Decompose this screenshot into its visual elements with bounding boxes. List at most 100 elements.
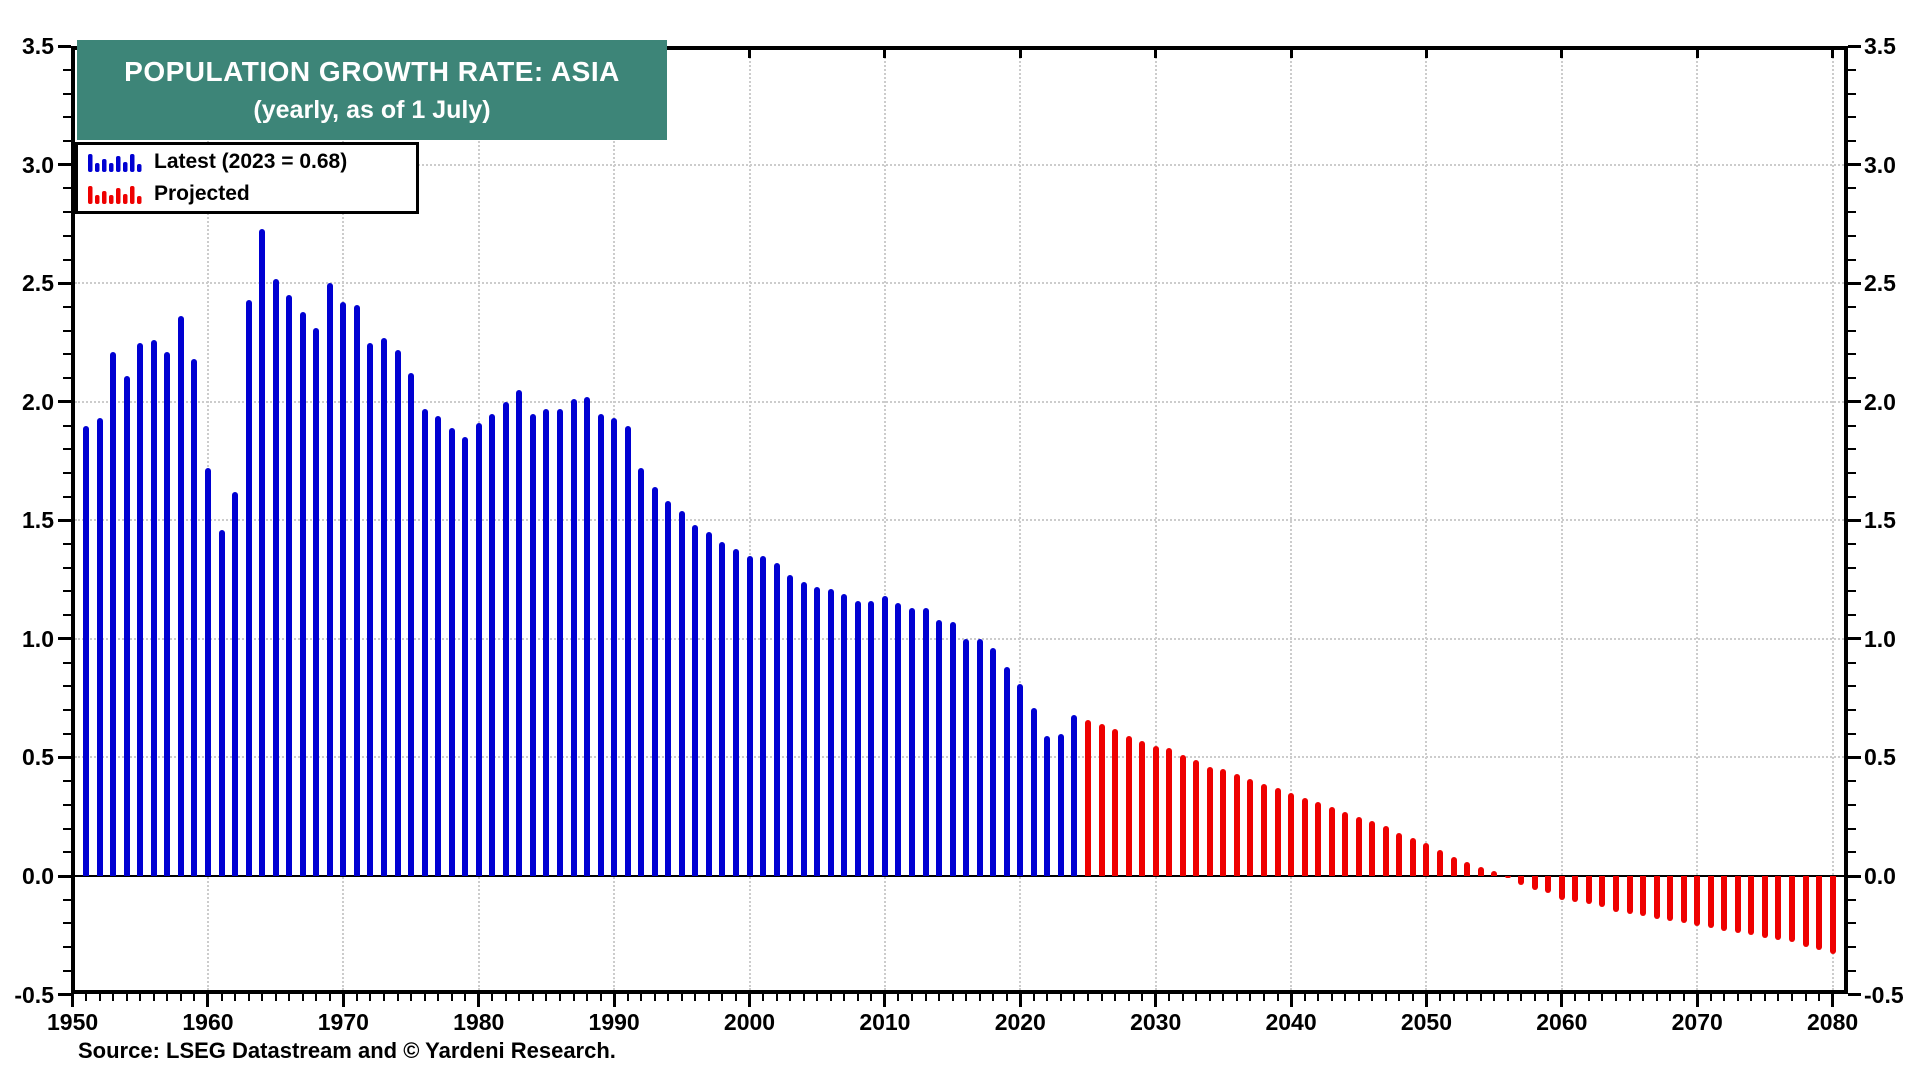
y-axis-label-left: 2.5 [22, 270, 54, 297]
y-minor-tick [1848, 590, 1856, 593]
bar-2013 [922, 608, 929, 876]
x-minor-tick [694, 994, 697, 1001]
bar-2068 [1667, 876, 1674, 922]
bar-2069 [1680, 876, 1687, 924]
gridline-vertical [1290, 50, 1293, 990]
y-minor-tick [63, 424, 71, 427]
y-minor-tick [63, 946, 71, 949]
gridline-horizontal [75, 519, 1844, 522]
bar-2026 [1098, 724, 1105, 876]
bar-1978 [448, 427, 455, 876]
x-major-tick [71, 994, 75, 1007]
bar-2059 [1545, 876, 1552, 893]
x-major-tick [1018, 994, 1022, 1007]
y-minor-tick [63, 922, 71, 925]
bar-2051 [1436, 849, 1443, 876]
y-minor-tick [63, 566, 71, 569]
y-minor-tick [63, 258, 71, 261]
x-minor-tick [1804, 994, 1807, 1001]
y-major-tick [58, 400, 71, 404]
bar-1997 [705, 532, 712, 876]
gridline-horizontal [75, 163, 1844, 166]
bar-2048 [1396, 833, 1403, 876]
gridline-vertical [1425, 50, 1428, 990]
x-minor-tick [464, 994, 467, 1001]
y-minor-tick [63, 353, 71, 356]
bar-2025 [1084, 719, 1091, 876]
x-minor-tick [504, 994, 507, 1001]
bar-2005 [814, 586, 821, 876]
bar-2064 [1612, 876, 1619, 912]
bar-2062 [1585, 876, 1592, 905]
x-minor-tick [1086, 994, 1089, 1001]
y-minor-tick [1848, 661, 1856, 664]
x-top-tick [1289, 50, 1293, 58]
y-axis-label-left: -0.5 [14, 981, 54, 1008]
y-axis-label-right: 2.0 [1864, 388, 1896, 415]
y-minor-tick [63, 709, 71, 712]
y-minor-tick [1848, 116, 1856, 119]
x-minor-tick [315, 994, 318, 1001]
bar-1995 [678, 510, 685, 876]
x-minor-tick [1818, 994, 1821, 1001]
y-major-tick [1848, 874, 1861, 878]
y-minor-tick [1848, 614, 1856, 617]
y-major-tick [58, 637, 71, 641]
x-minor-tick [328, 994, 331, 1001]
x-minor-tick [734, 994, 737, 1001]
y-minor-tick [63, 471, 71, 474]
y-minor-tick [1848, 187, 1856, 190]
bar-2044 [1342, 811, 1349, 876]
x-minor-tick [450, 994, 453, 1001]
bar-2009 [868, 600, 875, 876]
bar-2010 [881, 596, 888, 876]
x-minor-tick [1574, 994, 1577, 1001]
y-minor-tick [1848, 234, 1856, 237]
x-minor-tick [1357, 994, 1360, 1001]
bar-1975 [408, 373, 415, 876]
x-major-tick [1289, 994, 1293, 1007]
x-minor-tick [1141, 994, 1144, 1001]
x-minor-tick [396, 994, 399, 1001]
y-minor-tick [1848, 495, 1856, 498]
bar-2030 [1152, 745, 1159, 876]
bar-1996 [692, 525, 699, 876]
x-major-tick [612, 994, 616, 1007]
x-top-tick [1560, 50, 1564, 58]
y-minor-tick [1848, 448, 1856, 451]
bar-1994 [665, 501, 672, 876]
bar-2033 [1193, 759, 1200, 876]
y-minor-tick [63, 898, 71, 901]
x-minor-tick [924, 994, 927, 1001]
x-minor-tick [1682, 994, 1685, 1001]
bar-1977 [435, 416, 442, 876]
bar-1983 [516, 389, 523, 876]
y-axis-label-right: 1.5 [1864, 507, 1896, 534]
y-minor-tick [1848, 851, 1856, 854]
x-minor-tick [816, 994, 819, 1001]
x-major-tick [1424, 994, 1428, 1007]
x-minor-tick [572, 994, 575, 1001]
x-major-tick [1154, 994, 1158, 1007]
bar-1973 [380, 337, 387, 876]
y-axis-label-left: 1.5 [22, 507, 54, 534]
x-minor-tick [98, 994, 101, 1001]
x-minor-tick [1601, 994, 1604, 1001]
y-minor-tick [1848, 969, 1856, 972]
gridline-vertical [1019, 50, 1022, 990]
y-minor-tick [1848, 732, 1856, 735]
bar-2032 [1179, 755, 1186, 876]
bar-2042 [1315, 802, 1322, 876]
y-major-tick [58, 993, 71, 997]
x-minor-tick [355, 994, 358, 1001]
bar-1962 [232, 491, 239, 876]
x-minor-tick [261, 994, 264, 1001]
bar-1989 [597, 413, 604, 876]
x-minor-tick [1384, 994, 1387, 1001]
x-minor-tick [1452, 994, 1455, 1001]
bar-1964 [259, 228, 266, 876]
x-minor-tick [1073, 994, 1076, 1001]
y-axis-label-left: 0.5 [22, 744, 54, 771]
bar-2004 [800, 581, 807, 876]
x-major-tick [477, 994, 481, 1007]
